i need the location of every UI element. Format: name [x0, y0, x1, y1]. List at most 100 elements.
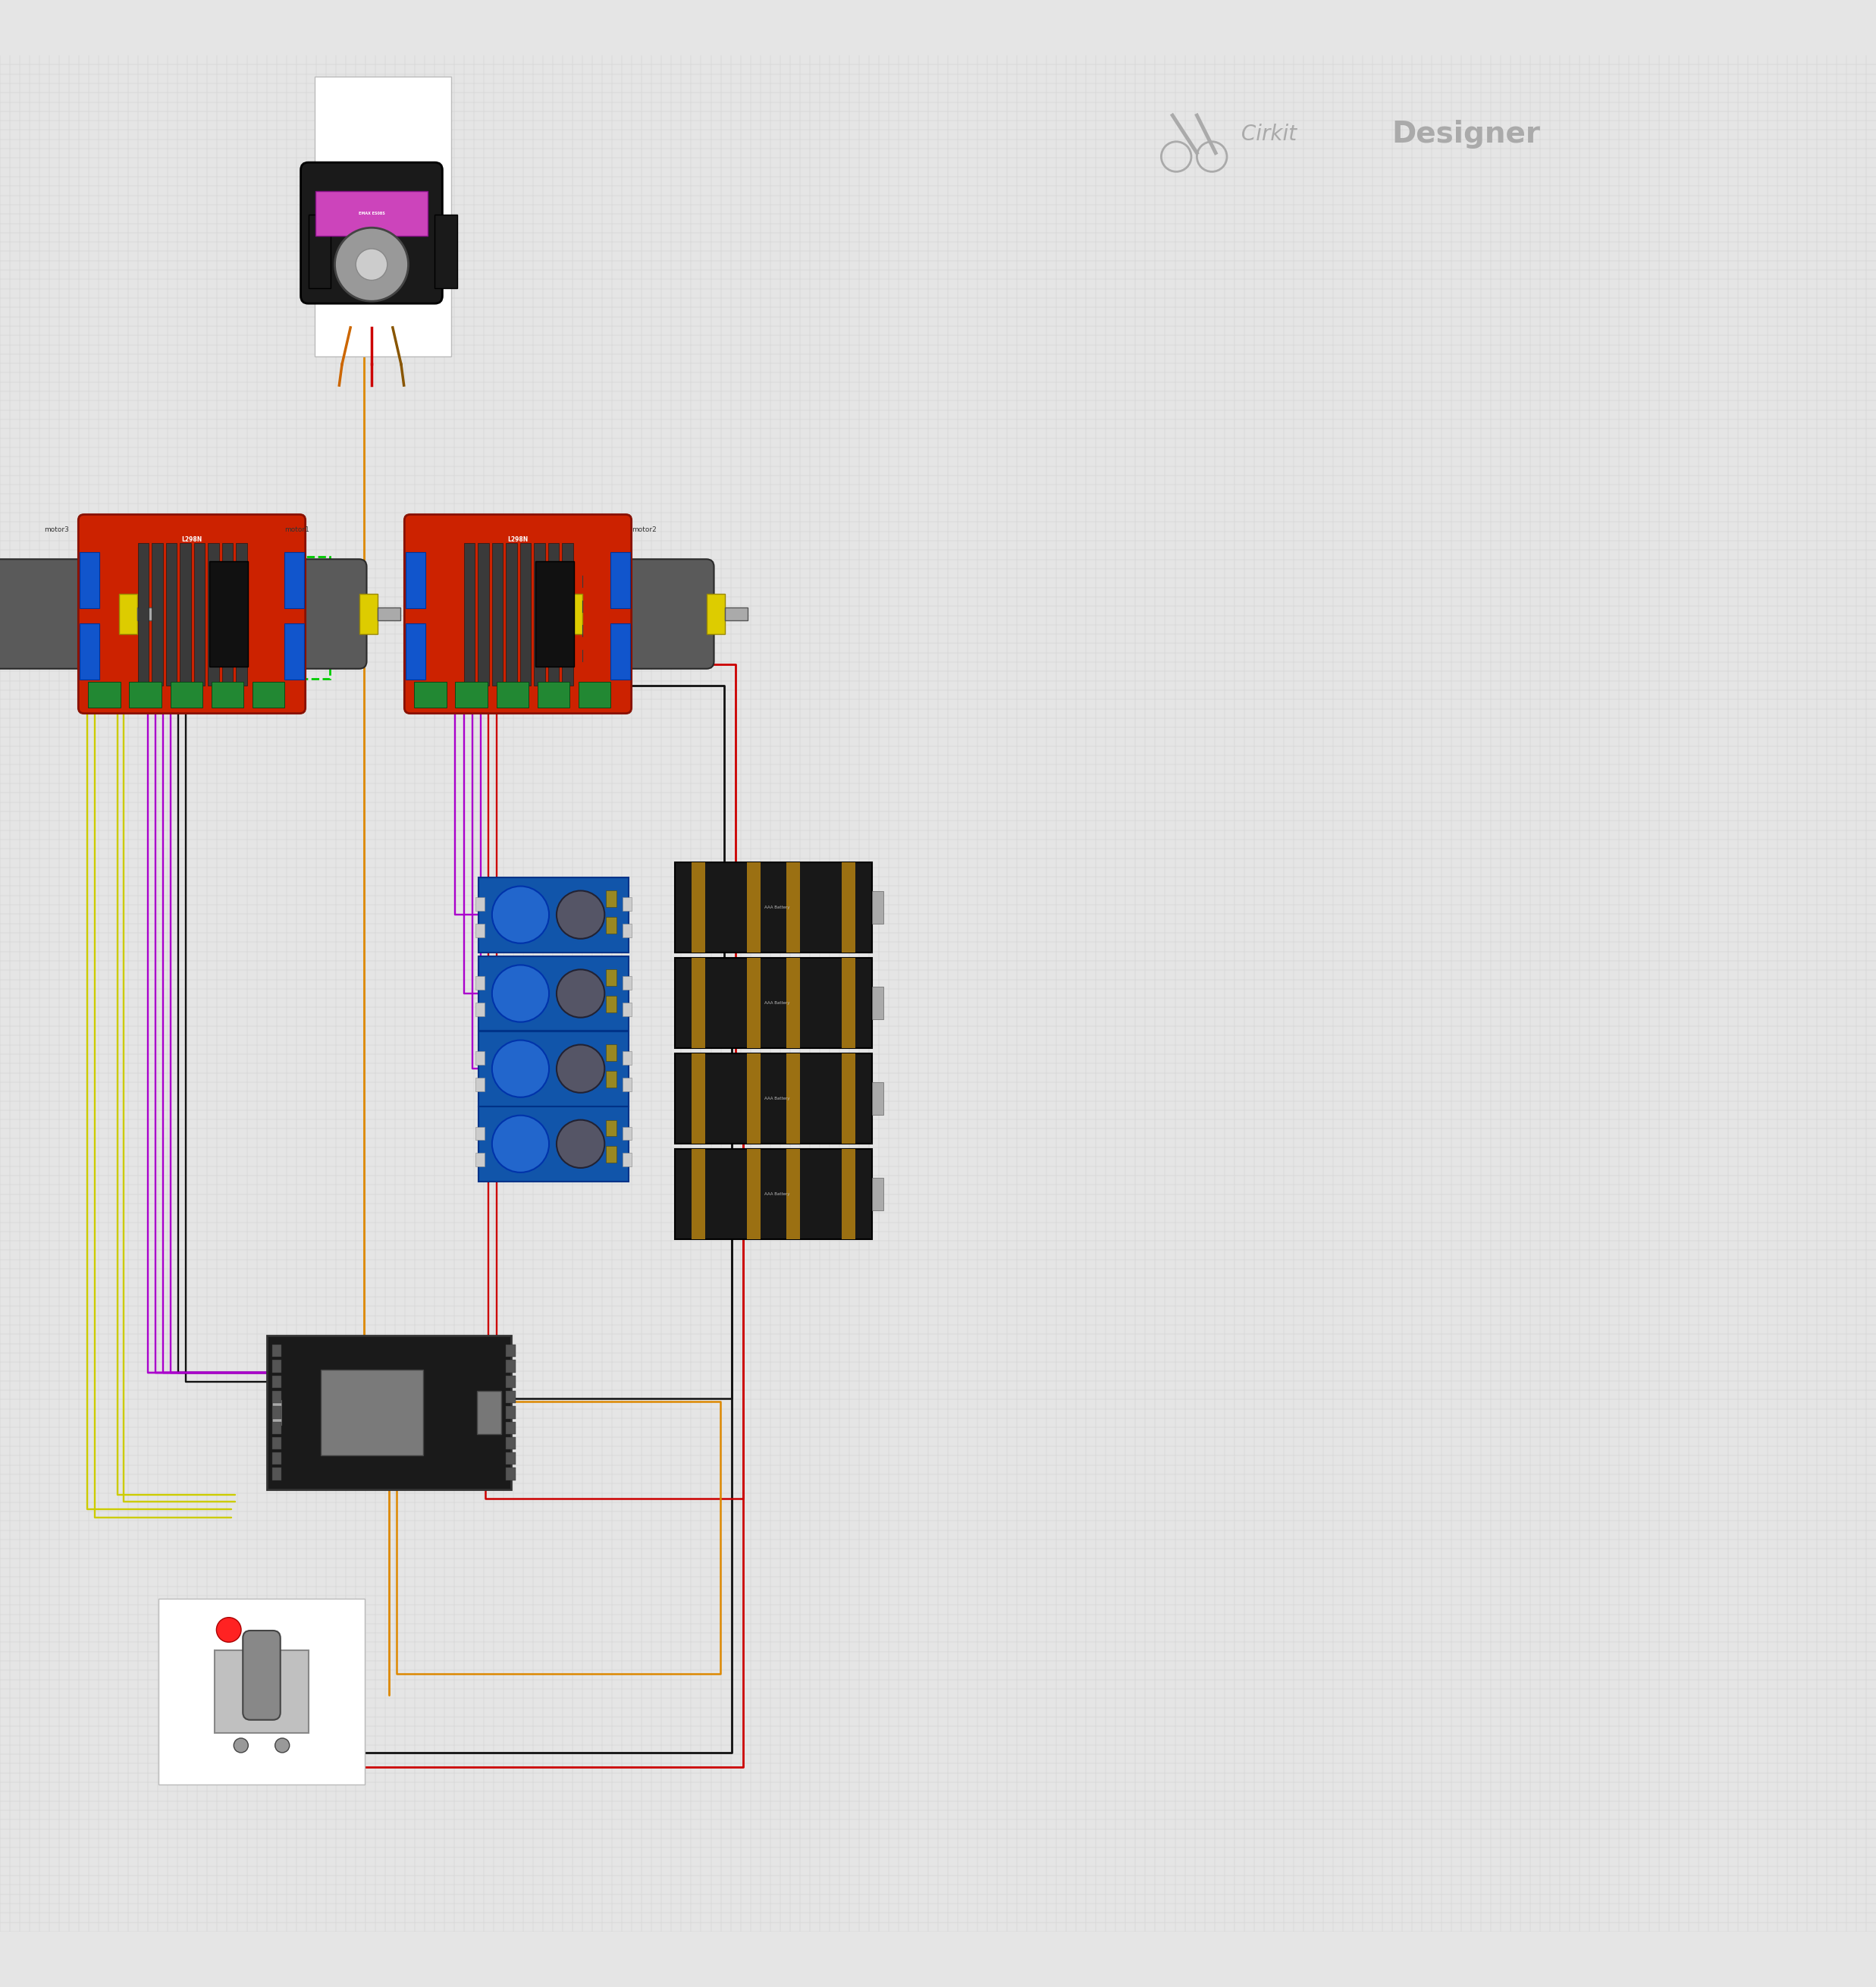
Bar [507, 1345, 516, 1357]
Bar [475, 1077, 484, 1091]
Bar [692, 862, 705, 952]
Bar [475, 1127, 484, 1141]
Bar [208, 542, 219, 686]
Bar [152, 542, 163, 686]
Bar [747, 958, 760, 1047]
Circle shape [492, 966, 550, 1021]
Bar [463, 542, 475, 686]
Bar [507, 1407, 516, 1419]
Bar [520, 542, 531, 686]
Bar [786, 1148, 799, 1240]
Text: L298N: L298N [508, 536, 529, 542]
Bar [692, 1148, 705, 1240]
Circle shape [557, 970, 604, 1017]
Bar [675, 1053, 872, 1145]
Bar [623, 898, 632, 910]
FancyBboxPatch shape [242, 1631, 280, 1721]
Bar [724, 608, 749, 620]
Bar [606, 1071, 617, 1087]
Bar [623, 1003, 632, 1015]
FancyBboxPatch shape [576, 558, 715, 670]
Bar [236, 542, 248, 686]
Text: AAA Battery: AAA Battery [765, 906, 790, 910]
Bar [475, 924, 484, 938]
Bar [606, 995, 617, 1011]
Bar [435, 215, 458, 288]
Bar [707, 594, 724, 634]
Bar [842, 958, 855, 1047]
Bar [315, 191, 428, 236]
Circle shape [557, 1045, 604, 1093]
Bar [79, 552, 99, 608]
Bar [405, 552, 426, 608]
Bar [507, 1468, 516, 1480]
Bar [272, 1468, 281, 1480]
Bar [497, 682, 529, 707]
Bar [478, 1107, 628, 1182]
Bar [507, 1452, 516, 1464]
Bar [606, 1045, 617, 1061]
Bar [285, 552, 304, 608]
Bar [507, 1437, 516, 1449]
Bar [747, 1053, 760, 1145]
Bar [218, 594, 234, 634]
Bar [623, 1077, 632, 1091]
Bar [272, 1401, 281, 1425]
Circle shape [276, 1739, 289, 1753]
Bar [435, 556, 576, 678]
Bar [747, 862, 760, 952]
Bar [692, 1053, 705, 1145]
Bar [507, 1375, 516, 1387]
Circle shape [557, 1121, 604, 1168]
Bar [118, 594, 137, 634]
Bar [272, 1407, 281, 1419]
Bar [272, 1391, 281, 1403]
Circle shape [216, 1617, 242, 1641]
Circle shape [234, 1739, 248, 1753]
Bar [606, 1121, 617, 1137]
Bar [272, 1421, 281, 1435]
Bar [129, 682, 161, 707]
Text: motor3: motor3 [45, 527, 69, 533]
Bar [88, 682, 120, 707]
Bar [872, 1083, 884, 1115]
Bar [842, 862, 855, 952]
Bar [578, 682, 612, 707]
FancyBboxPatch shape [405, 515, 632, 713]
Bar [478, 956, 628, 1031]
Bar [475, 976, 484, 990]
Bar [478, 542, 490, 686]
Bar [475, 898, 484, 910]
Bar [623, 976, 632, 990]
Text: EMAX ES08S: EMAX ES08S [358, 211, 385, 215]
Bar [507, 1391, 516, 1403]
Circle shape [492, 1039, 550, 1097]
Bar [180, 542, 191, 686]
FancyBboxPatch shape [79, 515, 306, 713]
Bar [214, 1651, 308, 1733]
Bar [272, 1345, 281, 1357]
Bar [606, 970, 617, 986]
Bar [606, 1146, 617, 1162]
Bar [872, 988, 884, 1019]
Bar [212, 682, 244, 707]
Bar [675, 1148, 872, 1240]
Circle shape [557, 890, 604, 938]
Bar [193, 542, 204, 686]
Bar [158, 1600, 364, 1784]
Circle shape [334, 229, 409, 302]
Text: Cirkit: Cirkit [1234, 123, 1296, 145]
Bar [565, 594, 583, 634]
Bar [786, 958, 799, 1047]
Bar [623, 1051, 632, 1065]
Bar [308, 215, 330, 288]
Circle shape [356, 248, 386, 280]
Bar [477, 1391, 501, 1435]
Bar [475, 1152, 484, 1166]
Text: AAA Battery: AAA Battery [765, 1001, 790, 1005]
Bar [692, 958, 705, 1047]
Bar [612, 552, 630, 608]
Bar [272, 1375, 281, 1387]
Bar [842, 1053, 855, 1145]
Bar [507, 1361, 516, 1373]
